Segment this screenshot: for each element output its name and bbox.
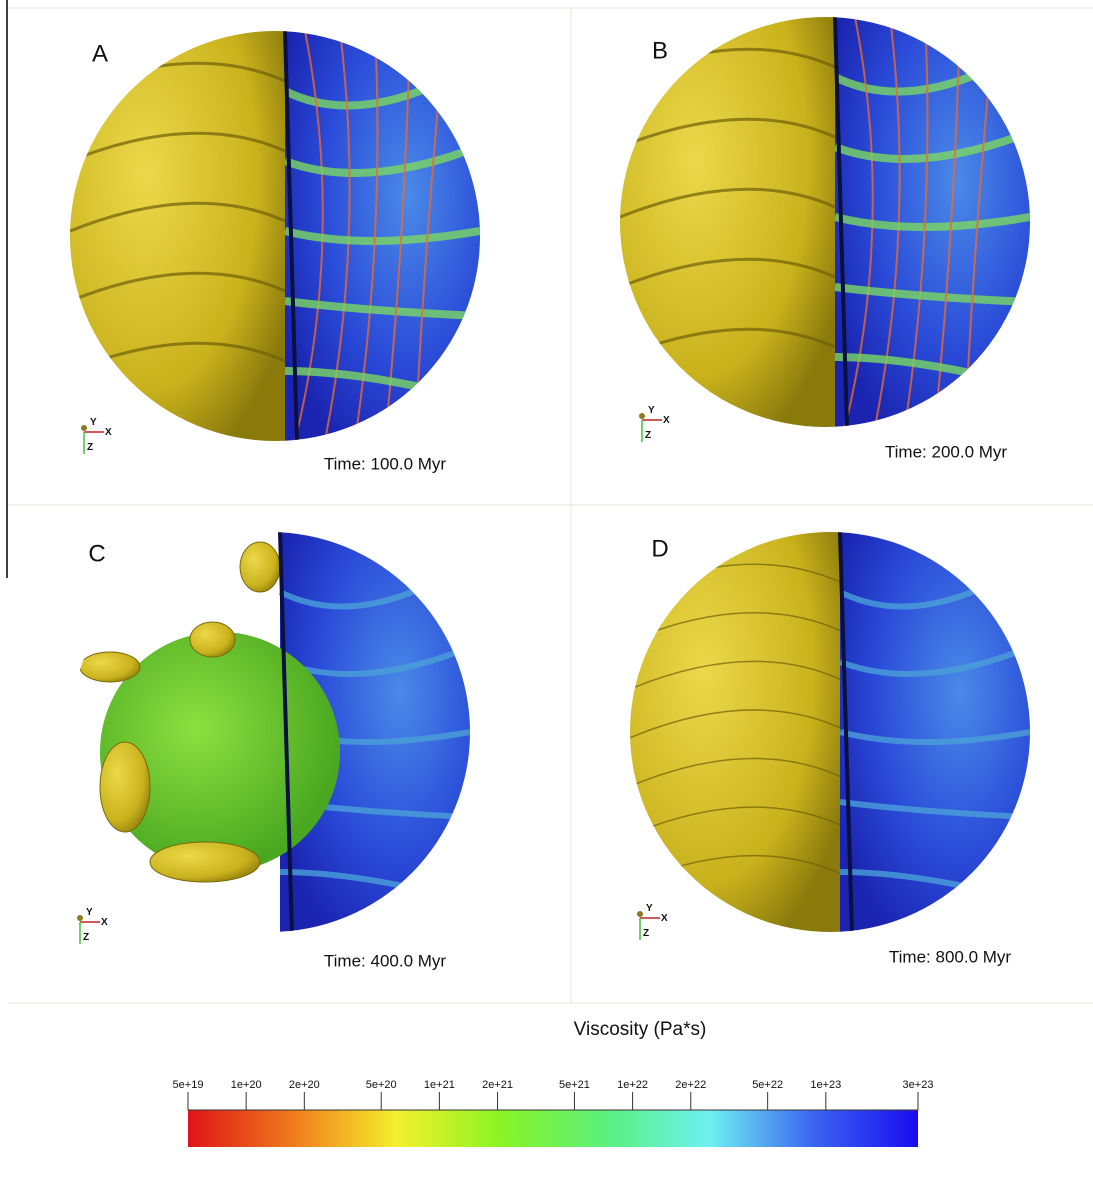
panel-label: B <box>652 37 668 64</box>
tick-label: 1e+23 <box>810 1079 841 1091</box>
colorbar-title: Viscosity (Pa*s) <box>574 1019 707 1040</box>
axis-label: X <box>101 917 108 928</box>
axis-label: X <box>105 427 112 438</box>
tick-label: 2e+20 <box>289 1079 320 1091</box>
axis-label: Z <box>643 928 649 939</box>
axis-label: Z <box>83 932 89 943</box>
axis-y <box>77 915 83 921</box>
panel-label: C <box>88 540 105 567</box>
figure: ATime: 100.0 MyrYXZBTime: 200.0 MyrYXZCT… <box>0 0 1093 1194</box>
axis-y <box>639 413 645 419</box>
tick-label: 2e+22 <box>675 1079 706 1091</box>
plate-fragment <box>80 652 140 682</box>
axis-label: Y <box>90 417 97 428</box>
plate-fragment <box>190 622 235 657</box>
tick-label: 5e+22 <box>752 1079 783 1091</box>
axis-label: Z <box>645 430 651 441</box>
tick-label: 1e+22 <box>617 1079 648 1091</box>
axis-label: X <box>663 415 670 426</box>
tick-label: 5e+19 <box>173 1079 204 1091</box>
axis-y <box>637 911 643 917</box>
tick-label: 1e+21 <box>424 1079 455 1091</box>
plates <box>620 17 835 427</box>
plates <box>630 532 840 932</box>
sphere <box>80 532 480 932</box>
sphere <box>630 532 1040 932</box>
axis-y <box>81 425 87 431</box>
plates <box>70 31 285 441</box>
plate-fragment <box>100 742 150 832</box>
axis-label: Z <box>87 442 93 453</box>
axis-label: X <box>661 913 668 924</box>
time-label: Time: 100.0 Myr <box>324 454 447 473</box>
time-label: Time: 200.0 Myr <box>885 442 1008 461</box>
tick-label: 5e+21 <box>559 1079 590 1091</box>
tick-label: 1e+20 <box>231 1079 262 1091</box>
colorbar-bar <box>188 1110 918 1147</box>
plate-fragment <box>240 542 280 592</box>
panel-label: A <box>92 40 108 67</box>
tick-label: 5e+20 <box>366 1079 397 1091</box>
sphere <box>70 31 490 441</box>
axis-label: Y <box>646 903 653 914</box>
sphere <box>620 17 1040 427</box>
axis-label: Y <box>648 405 655 416</box>
axis-label: Y <box>86 907 93 918</box>
time-label: Time: 800.0 Myr <box>889 947 1012 966</box>
tick-label: 2e+21 <box>482 1079 513 1091</box>
colorbar: Viscosity (Pa*s) 5e+19 1e+20 2e+20 5e+20 1e+2… <box>173 1019 934 1147</box>
tick-label: 3e+23 <box>903 1079 934 1091</box>
time-label: Time: 400.0 Myr <box>324 951 447 970</box>
panel-label: D <box>651 535 668 562</box>
plate-fragment <box>150 842 260 882</box>
